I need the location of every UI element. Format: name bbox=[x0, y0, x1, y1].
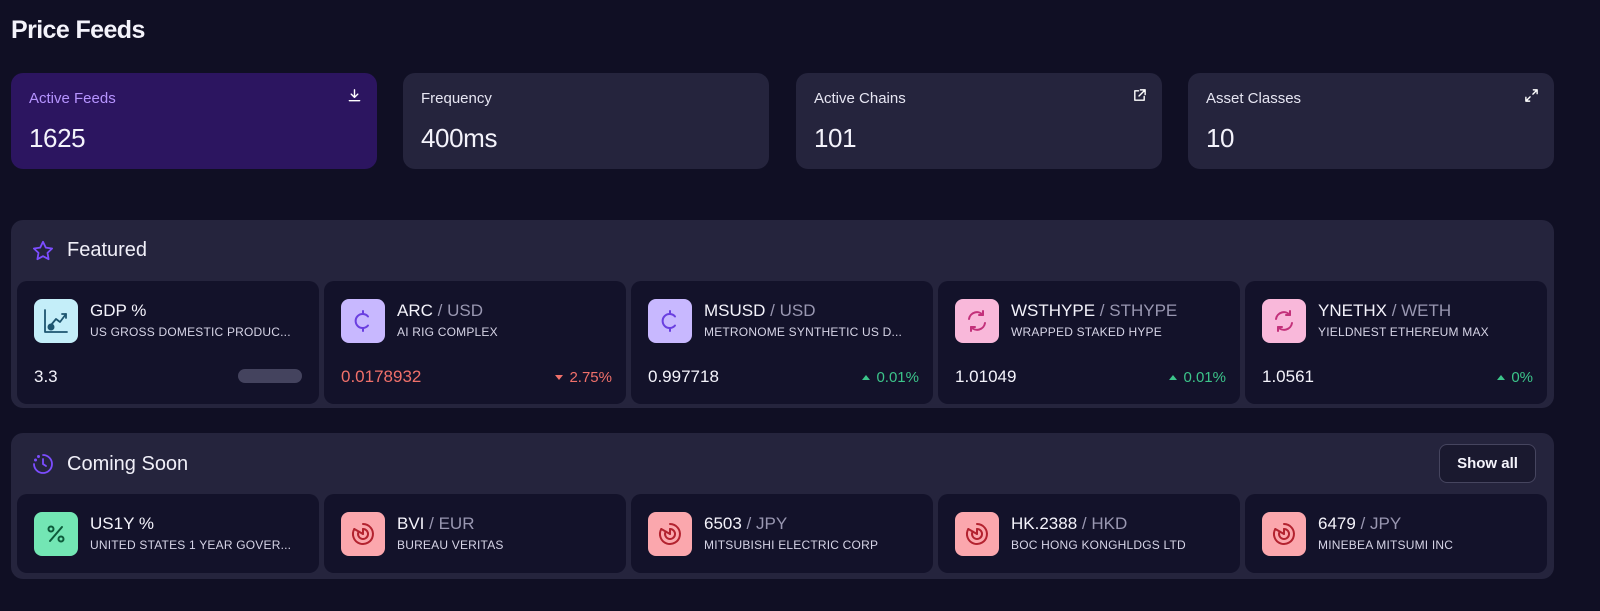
caret-up-icon bbox=[862, 375, 871, 380]
feed-change: 0.01% bbox=[862, 369, 919, 386]
feed-name: WRAPPED STAKED HYPE bbox=[1011, 325, 1162, 339]
external-link-icon[interactable] bbox=[1132, 88, 1147, 103]
feed-name: AI RIG COMPLEX bbox=[397, 325, 498, 339]
feed-symbol: WSTHYPE / STHYPE bbox=[1011, 301, 1178, 320]
feed-name: METRONOME SYNTHETIC US D... bbox=[704, 325, 903, 339]
feed-name: US GROSS DOMESTIC PRODUC... bbox=[90, 325, 291, 339]
crypto-coin-icon bbox=[648, 299, 692, 343]
feed-name: UNITED STATES 1 YEAR GOVER... bbox=[90, 538, 292, 552]
stat-card-frequency[interactable]: Frequency 400ms bbox=[403, 73, 769, 169]
expand-icon[interactable] bbox=[1524, 88, 1539, 103]
feed-card[interactable]: US1Y % UNITED STATES 1 YEAR GOVER... bbox=[17, 494, 319, 573]
feed-name: BUREAU VERITAS bbox=[397, 538, 504, 552]
equity-pie-icon bbox=[341, 512, 385, 556]
feed-name: YIELDNEST ETHEREUM MAX bbox=[1318, 325, 1489, 339]
download-icon[interactable] bbox=[347, 88, 362, 103]
equity-pie-icon bbox=[1262, 512, 1306, 556]
stat-value: 101 bbox=[814, 123, 857, 153]
star-icon bbox=[33, 240, 53, 261]
feed-symbol: GDP % bbox=[90, 301, 147, 320]
feed-name: MITSUBISHI ELECTRIC CORP bbox=[704, 538, 879, 552]
gdp-chart-icon bbox=[34, 299, 78, 343]
equity-pie-icon bbox=[648, 512, 692, 556]
feed-card[interactable]: 6503 / JPY MITSUBISHI ELECTRIC CORP bbox=[631, 494, 933, 573]
feed-symbol: ARC / USD bbox=[397, 301, 483, 320]
feed-name: MINEBEA MITSUMI INC bbox=[1318, 538, 1454, 552]
featured-title: Featured bbox=[67, 239, 148, 261]
stat-card-asset-classes[interactable]: Asset Classes 10 bbox=[1188, 73, 1554, 169]
feed-symbol: YNETHX / WETH bbox=[1318, 301, 1452, 320]
stat-value: 1625 bbox=[29, 123, 86, 153]
feed-symbol: 6503 / JPY bbox=[704, 514, 788, 533]
feed-change: 0% bbox=[1497, 369, 1533, 386]
feed-symbol: MSUSD / USD bbox=[704, 301, 816, 320]
stat-label: Frequency bbox=[421, 90, 492, 107]
feed-name: BOC HONG KONGHLDGS LTD bbox=[1011, 538, 1186, 552]
caret-up-icon bbox=[1169, 375, 1178, 380]
stat-value: 10 bbox=[1206, 123, 1235, 153]
feed-symbol: BVI / EUR bbox=[397, 514, 475, 533]
feed-change: 0.01% bbox=[1169, 369, 1226, 386]
redemption-rate-icon bbox=[1262, 299, 1306, 343]
feed-card[interactable]: ARC / USD AI RIG COMPLEX 0.0178932 2.75% bbox=[324, 281, 626, 404]
coming-soon-panel: Coming Soon Show all US1Y % UNITED STATE… bbox=[11, 433, 1554, 579]
stats-row: Active Feeds 1625 Frequency 400ms Active… bbox=[11, 73, 1587, 169]
feed-card[interactable]: 6479 / JPY MINEBEA MITSUMI INC bbox=[1245, 494, 1547, 573]
stat-value: 400ms bbox=[421, 123, 498, 153]
feed-symbol: 6479 / JPY bbox=[1318, 514, 1402, 533]
feed-symbol: US1Y % bbox=[90, 514, 154, 533]
feed-price: 3.3 bbox=[34, 367, 58, 386]
feed-card[interactable]: WSTHYPE / STHYPE WRAPPED STAKED HYPE 1.0… bbox=[938, 281, 1240, 404]
show-all-button[interactable]: Show all bbox=[1439, 444, 1536, 483]
stat-label: Active Feeds bbox=[29, 90, 116, 107]
clock-icon bbox=[33, 454, 53, 474]
redemption-rate-icon bbox=[955, 299, 999, 343]
stat-card-active-feeds[interactable]: Active Feeds 1625 bbox=[11, 73, 377, 169]
feed-card[interactable]: GDP % US GROSS DOMESTIC PRODUC... 3.3 bbox=[17, 281, 319, 404]
stat-card-active-chains[interactable]: Active Chains 101 bbox=[796, 73, 1162, 169]
feed-symbol: HK.2388 / HKD bbox=[1011, 514, 1128, 533]
featured-panel: Featured GDP % US GROSS DOMESTIC PRODUC.… bbox=[11, 220, 1554, 408]
feed-change: 2.75% bbox=[555, 369, 612, 386]
feed-price: 1.01049 bbox=[955, 367, 1017, 386]
change-placeholder-bar bbox=[238, 369, 302, 383]
caret-down-icon bbox=[555, 375, 564, 380]
coming-soon-title: Coming Soon bbox=[67, 453, 189, 475]
feed-card[interactable]: YNETHX / WETH YIELDNEST ETHEREUM MAX 1.0… bbox=[1245, 281, 1547, 404]
feed-card[interactable]: BVI / EUR BUREAU VERITAS bbox=[324, 494, 626, 573]
percent-icon bbox=[34, 512, 78, 556]
stat-label: Active Chains bbox=[814, 90, 906, 107]
page-title: Price Feeds bbox=[11, 16, 145, 44]
feed-price: 1.0561 bbox=[1262, 367, 1314, 386]
crypto-coin-icon bbox=[341, 299, 385, 343]
feed-card[interactable]: MSUSD / USD METRONOME SYNTHETIC US D... … bbox=[631, 281, 933, 404]
feed-price: 0.997718 bbox=[648, 367, 719, 386]
feed-price: 0.0178932 bbox=[341, 367, 422, 386]
feed-card[interactable]: HK.2388 / HKD BOC HONG KONGHLDGS LTD bbox=[938, 494, 1240, 573]
caret-up-icon bbox=[1497, 375, 1506, 380]
stat-label: Asset Classes bbox=[1206, 90, 1302, 107]
equity-pie-icon bbox=[955, 512, 999, 556]
